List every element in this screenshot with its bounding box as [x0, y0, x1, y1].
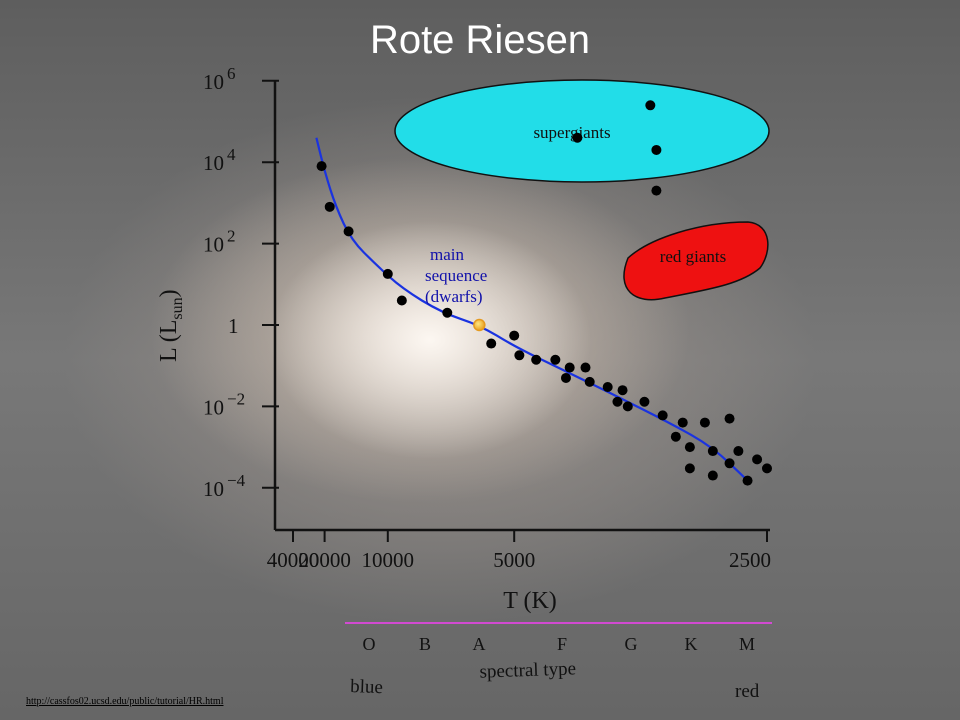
star-point [684, 463, 695, 474]
y-tick-base: 10 [203, 151, 224, 175]
spectral-class-label: G [625, 634, 638, 654]
star-point [707, 446, 718, 457]
star-point [514, 350, 525, 361]
star-point [572, 132, 583, 143]
main-sequence-label-line3: (dwarfs) [425, 287, 483, 306]
stars [316, 100, 772, 486]
star-point [699, 417, 710, 428]
y-tick-exponent: 2 [227, 227, 236, 246]
star-point [677, 417, 688, 428]
x-tick-label: 40000 [267, 548, 320, 572]
star-point [657, 410, 668, 421]
star-point [564, 362, 575, 373]
main-sequence-line [315, 137, 749, 482]
blue-label: blue [350, 676, 383, 698]
y-tick-base: 1 [228, 314, 239, 338]
star-point [733, 446, 744, 457]
star-point [560, 372, 571, 383]
y-tick-exponent: 4 [227, 145, 236, 164]
spectral-class-label: B [419, 634, 431, 654]
star-point [486, 338, 497, 349]
supergiants-label: supergiants [533, 123, 610, 142]
star-point [531, 354, 542, 365]
star-point [550, 354, 561, 365]
main-sequence-label-line2: sequence [425, 266, 487, 285]
y-tick-base: 10 [203, 70, 224, 94]
star-point [707, 470, 718, 481]
spectral-class-label: K [685, 634, 698, 654]
star-point [724, 413, 735, 424]
x-tick-label: 20000 [298, 548, 351, 572]
red-label: red [735, 681, 760, 702]
spectral-type-label: spectral type [479, 658, 576, 682]
x-axis-title: T (K) [503, 588, 557, 614]
spectral-class-label: A [473, 634, 486, 654]
star-point [752, 454, 763, 465]
star-point [343, 226, 354, 237]
star-point [617, 385, 628, 396]
star-point [324, 201, 335, 212]
star-point [382, 268, 393, 279]
x-tick-label: 10000 [362, 548, 415, 572]
star-point [602, 381, 613, 392]
slide-title: Rote Riesen [369, 18, 591, 62]
star-point [645, 100, 656, 111]
y-tick-exponent: −2 [227, 389, 245, 408]
y-axis-title-close: ) [156, 289, 182, 297]
star-point [724, 458, 735, 469]
y-tick-label: 10 4 [203, 145, 236, 175]
y-tick-label: 10 2 [203, 227, 236, 257]
y-tick-label: 10 −2 [203, 389, 245, 419]
y-tick-label: 1 [228, 314, 239, 338]
star-point [639, 396, 650, 407]
x-tick-label: 5000 [493, 548, 535, 572]
y-tick-label: 10 −4 [203, 471, 246, 501]
spectral-class-label: F [557, 634, 567, 654]
red-giants-region [623, 221, 769, 301]
y-axis-title: L (Lsun) [156, 289, 186, 362]
star-point [651, 185, 662, 196]
star-point [670, 431, 681, 442]
y-tick-exponent: −4 [227, 471, 246, 490]
y-axis-title-main: L (L [156, 320, 182, 362]
sun-marker [473, 318, 486, 332]
y-tick-label: 10 6 [203, 64, 236, 94]
main-sequence-label-line1: main [430, 245, 464, 264]
source-link[interactable]: http://cassfos02.ucsd.edu/public/tutoria… [26, 696, 224, 707]
y-tick-base: 10 [203, 477, 224, 501]
red-giants-label: red giants [660, 247, 727, 266]
star-point [580, 362, 591, 373]
spectral-class-label: M [739, 634, 755, 654]
x-tick-label: 2500 [729, 548, 771, 572]
star-point [584, 376, 595, 387]
star-point [622, 401, 633, 412]
y-axis-title-sub: sun [169, 297, 186, 319]
spectral-class-label: O [363, 634, 376, 654]
y-tick-exponent: 6 [227, 64, 236, 83]
star-point [612, 396, 623, 407]
star-point [651, 144, 662, 155]
star-point [316, 161, 327, 172]
svg-text:L (Lsun): L (Lsun) [156, 289, 186, 362]
star-point [742, 475, 753, 486]
star-point [762, 463, 772, 474]
star-point [442, 307, 453, 318]
star-point [396, 295, 407, 306]
supergiants-region [394, 79, 770, 183]
y-tick-base: 10 [203, 395, 224, 419]
star-point [509, 330, 520, 341]
star-point [684, 442, 695, 453]
y-tick-base: 10 [203, 233, 224, 257]
